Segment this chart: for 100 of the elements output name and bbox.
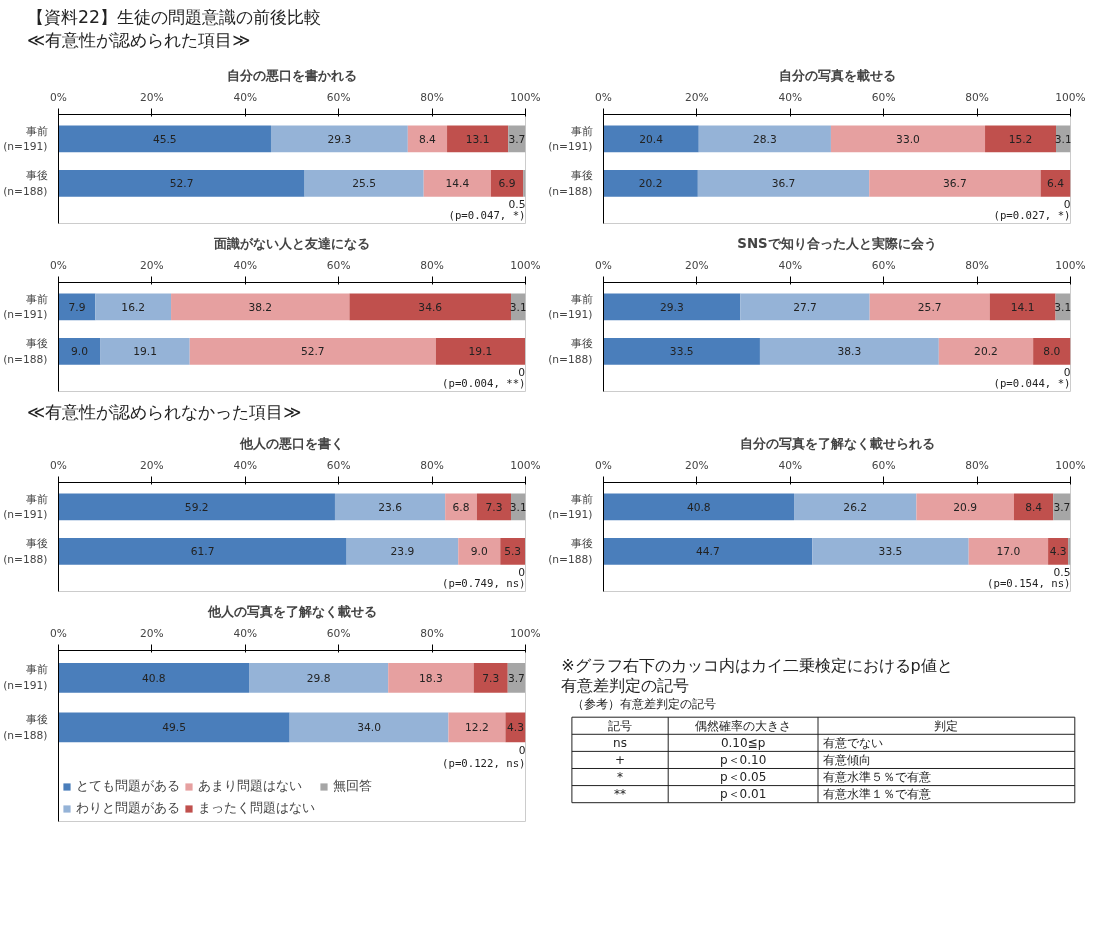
bar	[505, 712, 526, 743]
data-label: 59.2	[184, 500, 209, 514]
chart-title: 他人の悪口を書く	[239, 435, 344, 451]
bar	[349, 293, 512, 321]
data-label: 6.4	[1047, 177, 1065, 191]
bar	[603, 338, 760, 365]
x-tick-label: 40%	[233, 458, 258, 472]
data-label: 29.8	[306, 671, 331, 685]
bar	[407, 125, 448, 153]
text: 有意傾向	[823, 752, 872, 767]
bar	[916, 493, 1014, 521]
bar	[698, 125, 831, 153]
bar	[58, 338, 101, 365]
y-tick-label: 事前 (n=191)	[3, 292, 48, 322]
data-label: 25.5	[352, 177, 377, 191]
x-tick-label: 40%	[233, 258, 258, 272]
x-tick-label: 40%	[233, 626, 258, 640]
data-label: 20.2	[638, 177, 663, 191]
data-label: 8.0	[1043, 345, 1061, 359]
x-tick-label: 0%	[595, 458, 612, 472]
data-label: 23.9	[390, 545, 415, 559]
bar	[830, 125, 986, 153]
data-label: 8.4	[1025, 500, 1043, 514]
text: 有意水準５％で有意	[823, 770, 932, 785]
bar	[989, 293, 1056, 321]
y-tick-label: 事後 (n=188)	[548, 537, 593, 566]
legend-label: わりと問題がある	[76, 799, 180, 817]
legend-label: 無回答	[333, 777, 372, 795]
x-tick-label: 0%	[595, 90, 612, 104]
bar	[435, 338, 526, 365]
data-label: 4.3	[1049, 545, 1067, 559]
data-label: 5.3	[504, 545, 522, 559]
chart-title: SNSで知り合った人と実際に会う	[737, 235, 937, 251]
data-label: 23.6	[378, 500, 403, 514]
x-tick-label: 40%	[778, 90, 803, 104]
x-tick-label: 60%	[326, 458, 351, 472]
bar	[759, 338, 939, 365]
y-tick-label: 事前 (n=191)	[548, 492, 593, 522]
bar	[603, 293, 741, 321]
text: ≪有意性が認められた項目≫	[27, 29, 251, 50]
data-label: 25.7	[917, 300, 942, 314]
text: *	[617, 770, 624, 785]
text: 0.10≦p	[720, 735, 766, 750]
x-tick-label: 40%	[778, 258, 803, 272]
bar	[423, 170, 491, 197]
bar	[58, 538, 347, 565]
x-tick-label: 20%	[685, 458, 709, 472]
x-tick-label: 60%	[871, 258, 896, 272]
data-label: 0	[518, 365, 526, 379]
data-label: 7.3	[485, 500, 503, 514]
x-tick-label: 60%	[326, 626, 351, 640]
bar	[304, 170, 424, 197]
x-tick-label: 80%	[420, 626, 444, 640]
data-label: 3.7	[508, 132, 526, 146]
x-tick-label: 80%	[420, 258, 444, 272]
x-tick-label: 80%	[965, 258, 989, 272]
data-label: 6.8	[452, 500, 470, 514]
bar	[100, 338, 190, 365]
x-tick-label: 20%	[685, 90, 709, 104]
bar	[697, 170, 870, 197]
data-label: 9.0	[470, 545, 488, 559]
y-tick-label: 事前 (n=191)	[548, 292, 593, 322]
bar	[740, 293, 870, 321]
x-tick-label: 100%	[510, 258, 541, 272]
data-label: 6.9	[498, 177, 516, 191]
data-label: 18.3	[419, 671, 443, 685]
data-label: 34.6	[418, 300, 443, 314]
text: ※グラフ右下のカッコ内はカイ二乗検定におけるp値と有意差判定の記号	[561, 655, 953, 696]
data-label: 0	[518, 744, 526, 758]
x-tick-label: 80%	[420, 90, 444, 104]
data-label: 61.7	[190, 545, 215, 559]
data-label: 16.2	[121, 300, 146, 314]
bar	[603, 170, 698, 197]
data-label: 20.4	[639, 132, 664, 146]
x-tick-label: 60%	[871, 458, 896, 472]
data-label: 28.3	[752, 132, 777, 146]
x-tick-label: 100%	[510, 458, 541, 472]
text: 有意でない	[823, 735, 884, 750]
bar	[447, 125, 509, 153]
data-label: 13.1	[465, 132, 490, 146]
y-tick-label: 事前 (n=191)	[3, 124, 48, 154]
data-label: 34.0	[357, 721, 382, 735]
y-tick-label: 事後 (n=188)	[3, 537, 48, 566]
data-label: 33.5	[669, 345, 694, 359]
data-label: 36.7	[943, 177, 967, 191]
data-label: 0	[1063, 365, 1071, 379]
annotation: (p=0.749, ns)	[442, 576, 526, 590]
text: ≪有意性が認められなかった項目≫	[27, 402, 302, 423]
data-label: 19.1	[468, 345, 493, 359]
bar	[968, 538, 1049, 565]
x-tick-label: 0%	[50, 458, 67, 472]
data-label: 29.3	[327, 132, 352, 146]
y-tick-label: 事後 (n=188)	[548, 169, 593, 198]
data-label: 52.7	[300, 345, 325, 359]
x-tick-label: 100%	[1055, 90, 1086, 104]
bar	[985, 125, 1057, 153]
data-label: 19.1	[133, 345, 157, 359]
annotation: (p=0.122, ns)	[442, 756, 526, 770]
y-tick-label: 事前 (n=191)	[3, 492, 48, 522]
data-label: 26.2	[843, 500, 868, 514]
